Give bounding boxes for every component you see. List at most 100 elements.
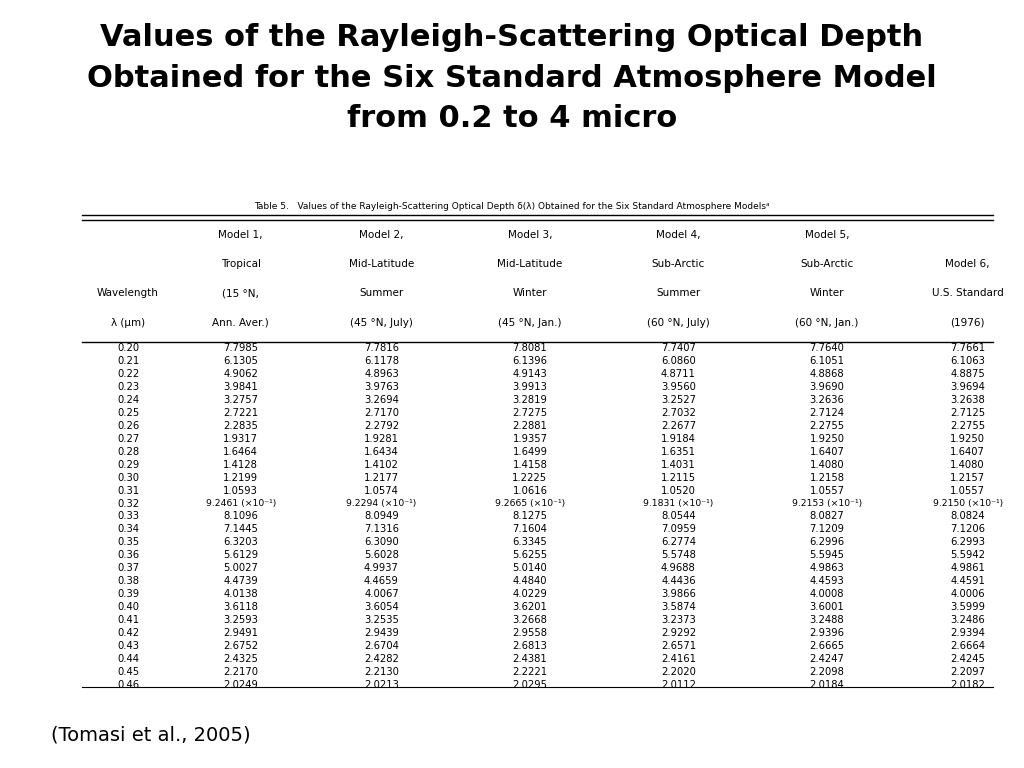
- Text: 4.4593: 4.4593: [810, 576, 844, 586]
- Text: 1.0520: 1.0520: [660, 485, 696, 495]
- Text: 2.4381: 2.4381: [513, 654, 547, 664]
- Text: Sub-Arctic: Sub-Arctic: [800, 259, 854, 270]
- Text: 9.2150 (×10⁻¹): 9.2150 (×10⁻¹): [933, 499, 1002, 508]
- Text: 1.2177: 1.2177: [364, 472, 399, 482]
- Text: 0.20: 0.20: [117, 343, 139, 353]
- Text: 9.2665 (×10⁻¹): 9.2665 (×10⁻¹): [495, 499, 565, 508]
- Text: 0.35: 0.35: [117, 538, 139, 548]
- Text: 7.0959: 7.0959: [660, 525, 696, 535]
- Text: Winter: Winter: [513, 288, 547, 299]
- Text: 3.5999: 3.5999: [950, 602, 985, 612]
- Text: 0.45: 0.45: [117, 667, 139, 677]
- Text: 7.7640: 7.7640: [809, 343, 845, 353]
- Text: 0.28: 0.28: [117, 447, 139, 457]
- Text: 1.0574: 1.0574: [364, 485, 399, 495]
- Text: 4.4739: 4.4739: [223, 576, 258, 586]
- Text: 2.0184: 2.0184: [810, 680, 844, 690]
- Text: 0.27: 0.27: [117, 434, 139, 444]
- Text: 1.0557: 1.0557: [809, 485, 845, 495]
- Text: 5.6028: 5.6028: [364, 551, 399, 561]
- Text: Values of the Rayleigh-Scattering Optical Depth
Obtained for the Six Standard At: Values of the Rayleigh-Scattering Optica…: [87, 23, 937, 133]
- Text: 4.8868: 4.8868: [810, 369, 844, 379]
- Text: (60 °N, Jan.): (60 °N, Jan.): [796, 317, 858, 328]
- Text: 2.2020: 2.2020: [660, 667, 696, 677]
- Text: 2.2755: 2.2755: [809, 421, 845, 431]
- Text: 0.33: 0.33: [117, 511, 139, 521]
- Text: 3.2819: 3.2819: [512, 395, 548, 405]
- Text: 2.4282: 2.4282: [364, 654, 399, 664]
- Text: 2.4247: 2.4247: [809, 654, 845, 664]
- Text: 0.31: 0.31: [117, 485, 139, 495]
- Text: 4.0006: 4.0006: [950, 589, 985, 599]
- Text: 2.4161: 2.4161: [660, 654, 696, 664]
- Text: Mid-Latitude: Mid-Latitude: [498, 259, 562, 270]
- Text: 5.0027: 5.0027: [223, 563, 258, 573]
- Text: 7.1209: 7.1209: [809, 525, 845, 535]
- Text: 3.2593: 3.2593: [223, 615, 258, 625]
- Text: 6.3203: 6.3203: [223, 538, 258, 548]
- Text: 3.9694: 3.9694: [950, 382, 985, 392]
- Text: 0.23: 0.23: [117, 382, 139, 392]
- Text: 0.36: 0.36: [117, 551, 139, 561]
- Text: 2.6752: 2.6752: [223, 641, 258, 651]
- Text: 4.9062: 4.9062: [223, 369, 258, 379]
- Text: Mid-Latitude: Mid-Latitude: [349, 259, 414, 270]
- Text: 4.4659: 4.4659: [364, 576, 399, 586]
- Text: 3.9866: 3.9866: [660, 589, 696, 599]
- Text: 6.2993: 6.2993: [950, 538, 985, 548]
- Text: 2.7221: 2.7221: [223, 408, 258, 418]
- Text: 6.1305: 6.1305: [223, 356, 258, 366]
- Text: 6.0860: 6.0860: [662, 356, 695, 366]
- Text: 2.2170: 2.2170: [223, 667, 258, 677]
- Text: Tropical: Tropical: [220, 259, 261, 270]
- Text: (60 °N, July): (60 °N, July): [647, 317, 710, 328]
- Text: 1.0557: 1.0557: [950, 485, 985, 495]
- Text: 7.7661: 7.7661: [950, 343, 985, 353]
- Text: 4.9937: 4.9937: [364, 563, 399, 573]
- Text: 3.2757: 3.2757: [223, 395, 258, 405]
- Text: Wavelength: Wavelength: [97, 288, 159, 299]
- Text: 4.0008: 4.0008: [810, 589, 844, 599]
- Text: 8.1275: 8.1275: [512, 511, 548, 521]
- Text: 0.44: 0.44: [117, 654, 139, 664]
- Text: 5.0140: 5.0140: [513, 563, 547, 573]
- Text: 2.7170: 2.7170: [364, 408, 399, 418]
- Text: 0.43: 0.43: [117, 641, 139, 651]
- Text: 1.0593: 1.0593: [223, 485, 258, 495]
- Text: Ann. Aver.): Ann. Aver.): [212, 317, 269, 328]
- Text: 1.6434: 1.6434: [365, 447, 398, 457]
- Text: 2.6704: 2.6704: [364, 641, 399, 651]
- Text: 2.6665: 2.6665: [809, 641, 845, 651]
- Text: 4.9143: 4.9143: [513, 369, 547, 379]
- Text: 2.7275: 2.7275: [512, 408, 548, 418]
- Text: 2.6664: 2.6664: [950, 641, 985, 651]
- Text: 8.1096: 8.1096: [223, 511, 258, 521]
- Text: 7.7816: 7.7816: [364, 343, 399, 353]
- Text: 2.4325: 2.4325: [223, 654, 258, 664]
- Text: 1.9281: 1.9281: [364, 434, 399, 444]
- Text: Model 4,: Model 4,: [656, 230, 700, 240]
- Text: 5.6129: 5.6129: [223, 551, 258, 561]
- Text: 3.6201: 3.6201: [512, 602, 548, 612]
- Text: 6.1396: 6.1396: [512, 356, 548, 366]
- Text: 0.25: 0.25: [117, 408, 139, 418]
- Text: 3.2486: 3.2486: [950, 615, 985, 625]
- Text: 0.34: 0.34: [117, 525, 139, 535]
- Text: 6.2774: 6.2774: [660, 538, 696, 548]
- Text: 4.0229: 4.0229: [512, 589, 548, 599]
- Text: 2.9394: 2.9394: [950, 628, 985, 638]
- Text: 3.2638: 3.2638: [950, 395, 985, 405]
- Text: 9.2294 (×10⁻¹): 9.2294 (×10⁻¹): [346, 499, 417, 508]
- Text: 3.2636: 3.2636: [809, 395, 845, 405]
- Text: 7.7985: 7.7985: [223, 343, 258, 353]
- Text: 6.2996: 6.2996: [809, 538, 845, 548]
- Text: 3.2535: 3.2535: [364, 615, 399, 625]
- Text: 3.2488: 3.2488: [810, 615, 844, 625]
- Text: 4.8875: 4.8875: [950, 369, 985, 379]
- Text: 6.1051: 6.1051: [809, 356, 845, 366]
- Text: (1976): (1976): [950, 317, 985, 328]
- Text: 1.6351: 1.6351: [660, 447, 696, 457]
- Text: (15 °N,: (15 °N,: [222, 288, 259, 299]
- Text: 1.9250: 1.9250: [809, 434, 845, 444]
- Text: 2.2792: 2.2792: [364, 421, 399, 431]
